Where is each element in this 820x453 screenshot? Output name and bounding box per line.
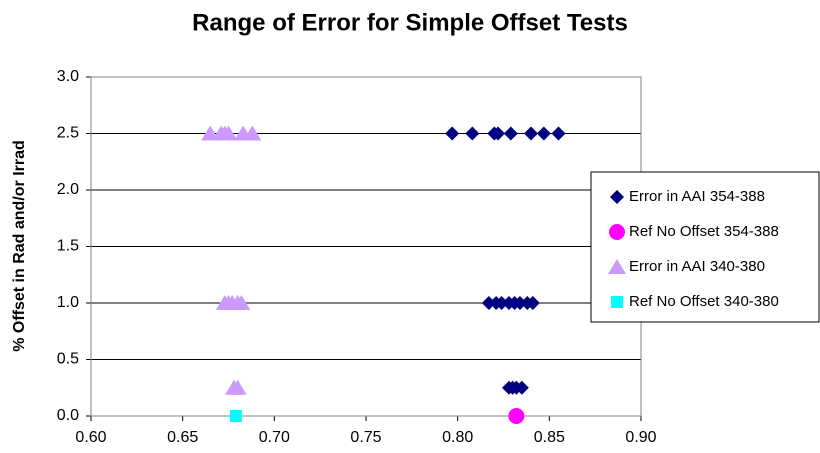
- legend-box: [590, 171, 820, 323]
- triangle-marker: [228, 379, 247, 395]
- legend-marker: [608, 259, 626, 274]
- diamond-marker: [445, 126, 460, 141]
- y-tick-label: 1.5: [57, 238, 79, 255]
- legend-label: Error in AAI 340-380: [629, 258, 765, 275]
- x-tick-label: 0.70: [259, 429, 290, 446]
- diamond-marker: [536, 126, 551, 141]
- diamond-marker: [494, 296, 509, 310]
- triangle-marker: [243, 125, 262, 141]
- legend-label: Error in AAI 354-388: [629, 188, 765, 205]
- diamond-marker: [503, 126, 518, 141]
- legend-marker: [610, 190, 624, 204]
- y-axis-title: % Offset in Rad and/or Irrad: [11, 140, 28, 352]
- legend-label: Ref No Offset 340-380: [629, 293, 779, 310]
- y-tick-label: 3.0: [57, 68, 79, 85]
- y-tick-label: 2.5: [57, 125, 79, 142]
- y-tick-label: 0.0: [57, 407, 79, 424]
- circle-marker: [508, 408, 525, 424]
- triangle-marker: [219, 125, 238, 141]
- x-tick-label: 0.85: [534, 429, 565, 446]
- diamond-marker: [465, 126, 480, 141]
- legend-marker: [609, 224, 625, 240]
- x-tick-label: 0.80: [442, 429, 473, 446]
- diamond-marker: [491, 126, 505, 141]
- diamond-marker: [524, 126, 538, 141]
- x-tick-label: 0.75: [350, 429, 381, 446]
- chart-title: Range of Error for Simple Offset Tests: [192, 9, 628, 36]
- y-tick-label: 2.0: [57, 181, 79, 198]
- y-tick-label: 1.0: [57, 294, 79, 311]
- diamond-marker: [525, 296, 540, 310]
- diamond-marker: [513, 296, 527, 310]
- legend-marker: [611, 296, 623, 308]
- x-tick-label: 0.90: [625, 429, 656, 446]
- x-tick-label: 0.60: [75, 429, 106, 446]
- y-tick-label: 0.5: [57, 351, 79, 368]
- diamond-marker: [551, 126, 566, 141]
- diamond-marker: [514, 380, 529, 395]
- square-marker: [229, 410, 242, 422]
- triangle-marker: [232, 295, 251, 310]
- legend-label: Ref No Offset 354-388: [629, 223, 779, 240]
- x-tick-label: 0.65: [167, 429, 198, 446]
- diamond-marker: [481, 296, 496, 310]
